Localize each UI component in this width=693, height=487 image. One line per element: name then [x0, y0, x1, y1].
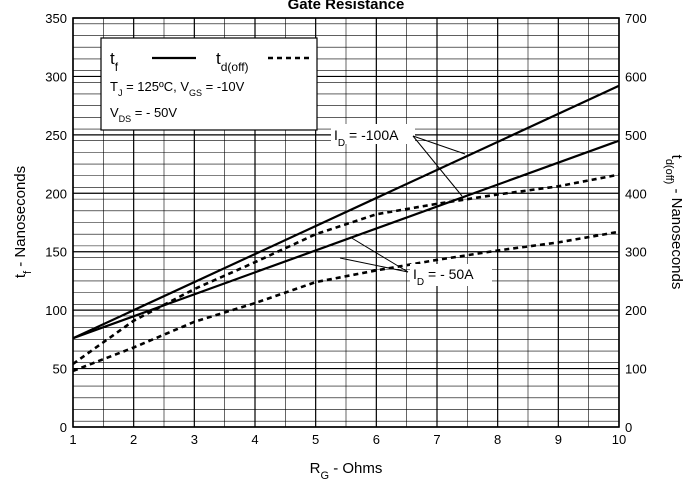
y-right-tick-label: 600	[625, 69, 647, 84]
legend-label-td: td(off)	[216, 49, 249, 74]
y-right-tick-label: 200	[625, 303, 647, 318]
x-tick-label: 9	[555, 432, 562, 447]
y-left-tick-label: 250	[45, 128, 67, 143]
y-right-tick-label: 700	[625, 11, 647, 26]
x-tick-label: 3	[191, 432, 198, 447]
x-tick-label: 8	[494, 432, 501, 447]
annotation-leader	[349, 236, 409, 273]
y-left-tick-label: 200	[45, 186, 67, 201]
x-tick-label: 2	[130, 432, 137, 447]
annotation-leader	[339, 257, 409, 273]
axis-ticks: 1 2 3 4 5 6 7 8 9 1005010015020025030035001002003…	[45, 11, 646, 447]
x-tick-label: 7	[433, 432, 440, 447]
x-tick-label: 6	[373, 432, 380, 447]
y-left-tick-label: 50	[53, 362, 67, 377]
y-right-tick-label: 100	[625, 362, 647, 377]
y-left-tick-label: 150	[45, 245, 67, 260]
annotation-id-50a: ID = - 50A	[413, 266, 474, 288]
x-tick-label: 5	[312, 432, 319, 447]
x-tick-label: 1	[69, 432, 76, 447]
annotation-bg	[410, 264, 492, 286]
y-right-tick-label: 300	[625, 245, 647, 260]
x-tick-label: 4	[251, 432, 258, 447]
legend-label-tf: tf	[110, 49, 119, 74]
grid	[72, 17, 620, 428]
y-left-tick-label: 100	[45, 303, 67, 318]
legend-box	[100, 37, 318, 131]
axis-labels: Gate Resistance RG - Ohms tf - Nanoseconds…	[12, 0, 685, 482]
x-tick-label: 10	[612, 432, 626, 447]
annotation-leader	[412, 135, 466, 155]
chart-title: Gate Resistance	[288, 0, 405, 13]
y-right-tick-label: 500	[625, 128, 647, 143]
y-right-tick-label: 0	[625, 420, 632, 435]
x-axis-label: RG - Ohms	[310, 460, 383, 482]
y-right-tick-label: 400	[625, 186, 647, 201]
annotation-id-100a: ID = -100A	[334, 127, 399, 149]
y-axis-label-right: td(off) - Nanoseconds	[663, 155, 685, 290]
series-line-tdoff100	[72, 173, 620, 365]
annotations: ID = -100A ID = - 50A	[331, 124, 492, 288]
series-lines	[72, 84, 620, 373]
y-left-tick-label: 0	[60, 420, 67, 435]
legend-conditions-tj-vgs: TJ = 125ºC, VGS = -10V	[110, 79, 245, 98]
series-line-tf100	[72, 84, 620, 340]
y-left-tick-label: 350	[45, 11, 67, 26]
annotation-leader	[412, 135, 463, 197]
legend-conditions-vds: VDS = - 50V	[110, 105, 177, 124]
y-left-tick-label: 300	[45, 69, 67, 84]
y-axis-label-left: tf - Nanoseconds	[12, 166, 34, 278]
plot-frame	[72, 17, 620, 428]
series-line-tdoff50	[72, 230, 620, 373]
annotation-bg	[331, 124, 415, 144]
legend: tf td(off) TJ = 125ºC, VGS = -10V VDS = - 5…	[100, 37, 318, 131]
